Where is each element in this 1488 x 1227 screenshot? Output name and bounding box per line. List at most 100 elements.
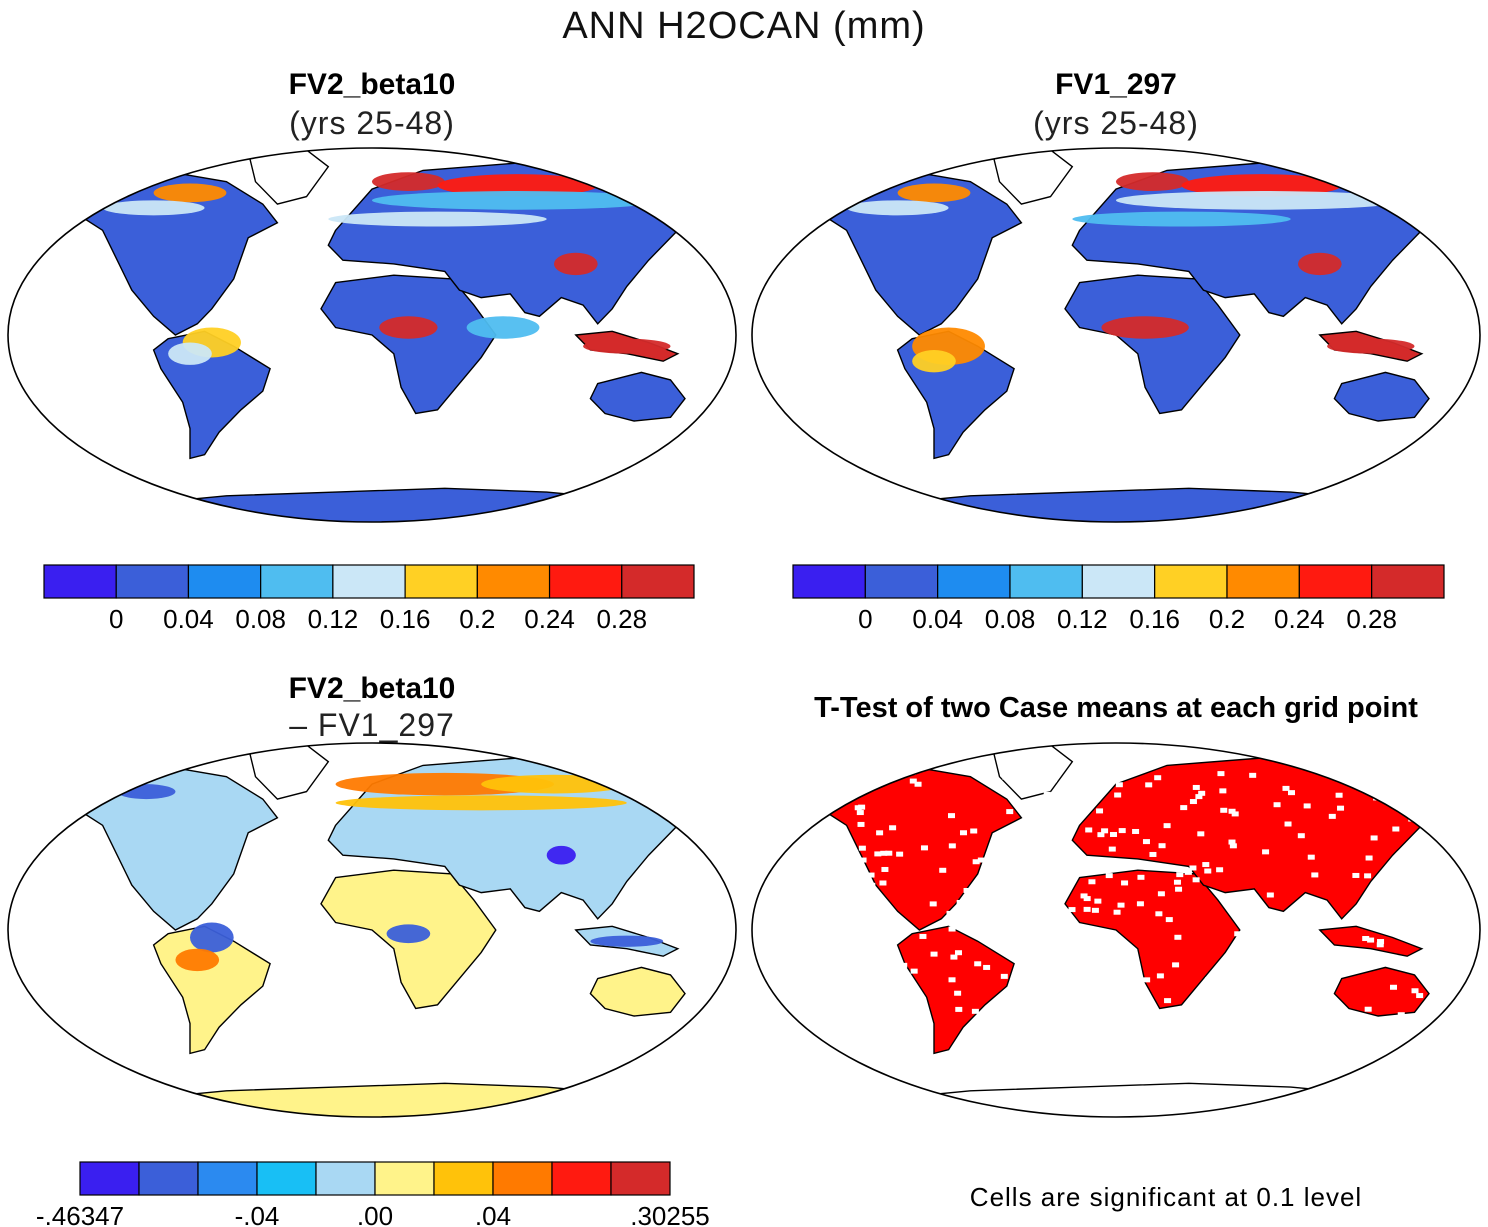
non-significant-cell bbox=[1080, 979, 1088, 985]
non-significant-cell bbox=[1115, 782, 1123, 788]
colorbar-swatch bbox=[548, 564, 623, 599]
non-significant-cell bbox=[1088, 791, 1096, 797]
colorbar-tick-label: .30255 bbox=[630, 1201, 710, 1227]
non-significant-cell bbox=[1081, 788, 1089, 794]
non-significant-cell bbox=[885, 850, 893, 856]
non-significant-cell bbox=[1132, 828, 1140, 834]
colorbar-swatch bbox=[332, 564, 406, 599]
panel-3-subtitle: – FV1_297 bbox=[289, 707, 455, 743]
non-significant-cell bbox=[1407, 850, 1415, 856]
non-significant-cell bbox=[1021, 945, 1029, 951]
non-significant-cell bbox=[838, 833, 846, 839]
colorbar-swatch bbox=[492, 1161, 553, 1196]
panel-3-title: FV2_beta10 bbox=[289, 672, 456, 705]
colorbar-tick-label: 0.2 bbox=[1209, 604, 1245, 634]
non-significant-cell bbox=[1118, 828, 1126, 834]
colorbar-swatch bbox=[404, 564, 478, 599]
non-significant-cell bbox=[1352, 872, 1360, 878]
non-significant-cell bbox=[879, 994, 887, 1000]
non-significant-cell bbox=[1048, 831, 1056, 837]
land-namerica bbox=[50, 768, 279, 931]
non-significant-cell bbox=[855, 786, 863, 792]
non-significant-cell bbox=[1043, 791, 1051, 797]
value-patch bbox=[546, 845, 576, 865]
non-significant-cell bbox=[1192, 784, 1200, 790]
panel-4-title: T-Test of two Case means at each grid po… bbox=[814, 692, 1418, 724]
non-significant-cell bbox=[1080, 893, 1088, 899]
non-significant-cell bbox=[1364, 873, 1372, 879]
map-frame bbox=[7, 742, 737, 1118]
non-significant-cell bbox=[1045, 967, 1053, 973]
non-significant-cell bbox=[805, 1014, 813, 1020]
value-patch bbox=[51, 778, 110, 798]
value-patch bbox=[1072, 211, 1291, 227]
colorbar-panel-3: -.46347 -.04 .00 .04 .30255 bbox=[36, 1161, 710, 1227]
non-significant-cell bbox=[1202, 862, 1210, 868]
non-significant-cell bbox=[1014, 853, 1022, 859]
land-namerica bbox=[794, 173, 1023, 336]
non-significant-cell bbox=[1182, 868, 1190, 874]
non-significant-cell bbox=[1144, 996, 1152, 1002]
non-significant-cell bbox=[956, 899, 964, 905]
colorbar-tick-label: 0.08 bbox=[985, 604, 1036, 634]
non-significant-cell bbox=[857, 821, 865, 827]
non-significant-cell bbox=[983, 964, 991, 970]
non-significant-cell bbox=[1021, 827, 1029, 833]
non-significant-cell bbox=[1198, 790, 1206, 796]
non-significant-cell bbox=[821, 910, 829, 916]
non-significant-cell bbox=[814, 814, 822, 820]
non-significant-cell bbox=[1303, 803, 1311, 809]
colorbar-swatch bbox=[1009, 564, 1083, 599]
colorbar-tick-label: 0.12 bbox=[1057, 604, 1108, 634]
colorbar-swatch bbox=[433, 1161, 494, 1196]
non-significant-cell bbox=[1229, 843, 1237, 849]
value-patch bbox=[466, 316, 540, 339]
non-significant-cell bbox=[1278, 965, 1286, 971]
non-significant-cell bbox=[1377, 939, 1385, 945]
non-significant-cell bbox=[946, 910, 954, 916]
colorbar-swatch bbox=[43, 564, 117, 599]
colorbar-swatch bbox=[937, 564, 1011, 599]
land-samerica bbox=[896, 925, 1015, 1055]
land-australia bbox=[589, 966, 686, 1017]
map-panel-3 bbox=[7, 742, 737, 1118]
non-significant-cell bbox=[868, 882, 876, 888]
non-significant-cell bbox=[920, 845, 928, 851]
non-significant-cell bbox=[910, 968, 918, 974]
non-significant-cell bbox=[929, 901, 937, 907]
non-significant-cell bbox=[1307, 854, 1315, 860]
non-significant-cell bbox=[870, 893, 878, 899]
non-significant-cell bbox=[853, 1001, 861, 1007]
colorbar-swatch bbox=[374, 1161, 435, 1196]
non-significant-cell bbox=[959, 830, 967, 836]
colorbar-swatch bbox=[1154, 564, 1228, 599]
non-significant-cell bbox=[939, 867, 947, 873]
non-significant-cell bbox=[858, 845, 866, 851]
non-significant-cell bbox=[811, 775, 819, 781]
non-significant-cell bbox=[882, 967, 890, 973]
colorbar-swatch bbox=[256, 1161, 317, 1196]
colorbar-tick-label: 0 bbox=[109, 604, 123, 634]
colorbar-swatch bbox=[610, 1161, 671, 1196]
colorbar-swatch bbox=[476, 564, 551, 599]
non-significant-cell bbox=[1367, 937, 1375, 943]
non-significant-cell bbox=[883, 951, 891, 957]
value-patch bbox=[371, 191, 664, 210]
non-significant-cell bbox=[930, 951, 938, 957]
map-panel-4 bbox=[751, 742, 1481, 1118]
non-significant-cell bbox=[1410, 898, 1418, 904]
non-significant-cell bbox=[1416, 993, 1424, 999]
non-significant-cell bbox=[1234, 931, 1242, 937]
colorbar-swatch bbox=[79, 1161, 140, 1196]
colorbar-tick-label: -.46347 bbox=[36, 1201, 124, 1227]
colorbar-swatch bbox=[138, 1161, 199, 1196]
non-significant-cell bbox=[1362, 936, 1370, 942]
non-significant-cell bbox=[879, 880, 887, 886]
non-significant-cell bbox=[1404, 769, 1412, 775]
colorbar-tick-label: 0.16 bbox=[1129, 604, 1180, 634]
figure-title: ANN H2OCAN (mm) bbox=[562, 5, 925, 47]
non-significant-cell bbox=[1007, 858, 1015, 864]
value-patch bbox=[1298, 252, 1342, 276]
panel-2-subtitle: (yrs 25-48) bbox=[1033, 105, 1199, 141]
non-significant-cell bbox=[1088, 879, 1096, 885]
